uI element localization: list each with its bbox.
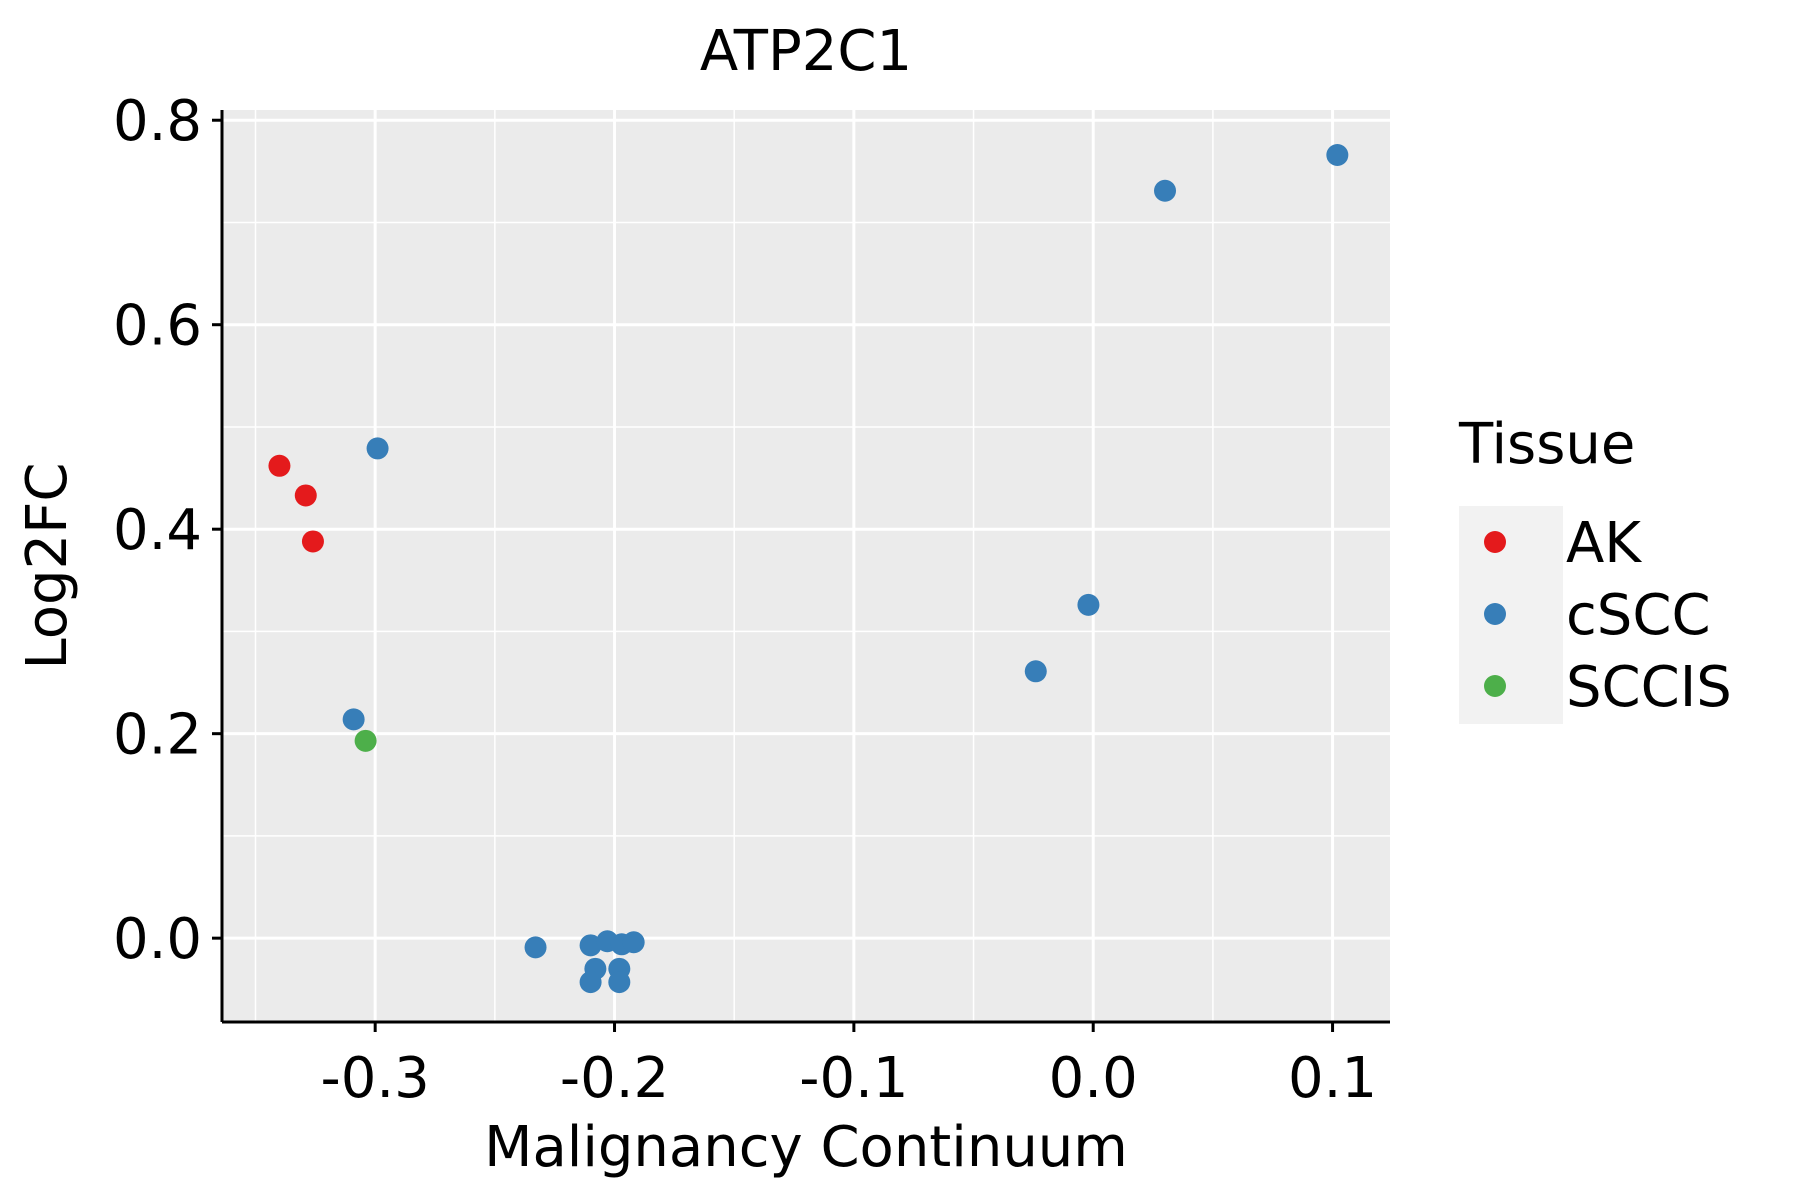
data-point-cscc <box>366 437 389 460</box>
y-tick-label: 0.8 <box>113 89 202 154</box>
legend-label-ak: AK <box>1566 511 1642 576</box>
y-tick-label: 0.2 <box>113 703 202 768</box>
y-tick-label: 0.0 <box>113 907 202 972</box>
y-tick-label: 0.4 <box>113 498 202 563</box>
data-point-cscc <box>1024 660 1047 683</box>
x-tick-label: -0.3 <box>321 1046 430 1111</box>
data-point-ak <box>294 484 317 507</box>
data-point-ak <box>268 454 291 477</box>
legend: Tissue AK cSCC SCCIS <box>1458 412 1732 724</box>
y-tick-label: 0.6 <box>113 294 202 359</box>
data-point-cscc <box>524 936 547 959</box>
legend-key-sccis <box>1484 675 1506 697</box>
legend-key-background <box>1459 506 1563 724</box>
major-gridlines <box>222 110 1390 1022</box>
data-point-ak <box>301 530 324 553</box>
data-point-cscc <box>1326 143 1349 166</box>
data-point-cscc <box>622 931 645 954</box>
legend-key-ak <box>1484 531 1506 553</box>
data-point-sccis <box>354 729 377 752</box>
y-axis-title: Log2FC <box>15 463 80 670</box>
legend-entries: AK cSCC SCCIS <box>1484 511 1732 720</box>
data-points <box>268 143 1349 994</box>
x-tick-label: 0.0 <box>1049 1046 1138 1111</box>
y-axis-ticks: 0.0 0.2 0.4 0.6 0.8 <box>113 89 222 972</box>
data-point-cscc <box>1154 179 1177 202</box>
legend-label-sccis: SCCIS <box>1566 655 1732 720</box>
data-point-cscc <box>579 971 602 994</box>
legend-title: Tissue <box>1458 412 1635 477</box>
x-axis-title: Malignancy Continuum <box>484 1115 1128 1180</box>
minor-gridlines <box>222 110 1390 1022</box>
data-point-cscc <box>342 708 365 731</box>
data-point-cscc <box>1077 593 1100 616</box>
data-point-cscc <box>579 934 602 957</box>
legend-label-cscc: cSCC <box>1566 583 1711 648</box>
x-tick-label: -0.1 <box>799 1046 908 1111</box>
x-tick-label: 0.1 <box>1288 1046 1377 1111</box>
data-point-cscc <box>608 971 631 994</box>
chart-title: ATP2C1 <box>700 19 912 84</box>
legend-key-cscc <box>1484 603 1506 625</box>
plot-panel <box>222 110 1390 1022</box>
x-axis-ticks: -0.3 -0.2 -0.1 0.0 0.1 <box>321 1022 1377 1111</box>
x-tick-label: -0.2 <box>560 1046 669 1111</box>
